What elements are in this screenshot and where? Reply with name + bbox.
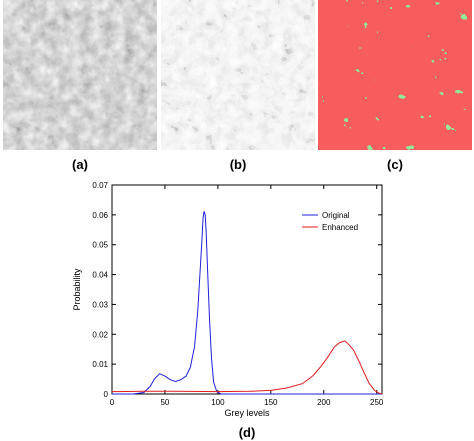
y-tick-label: 0.01 bbox=[92, 360, 108, 369]
y-axis-ticks: 0 0.01 0.02 0.03 0.04 0.05 0.06 0.07 bbox=[92, 181, 382, 399]
y-tick-label: 0.02 bbox=[92, 330, 108, 339]
panel-label-d: (d) bbox=[239, 425, 256, 440]
segmented-phase-map-image bbox=[318, 0, 472, 150]
micrograph-original-image bbox=[3, 0, 157, 150]
y-tick-label: 0 bbox=[104, 390, 109, 399]
series-line-enhanced bbox=[111, 340, 383, 395]
x-axis-ticks: 0 50 100 150 200 250 bbox=[110, 185, 384, 407]
legend: Original Enhanced bbox=[300, 206, 378, 236]
series-line-original bbox=[112, 211, 382, 395]
x-tick-label: 150 bbox=[264, 398, 278, 407]
x-tick-label: 50 bbox=[160, 398, 169, 407]
x-tick-label: 250 bbox=[370, 398, 384, 407]
grey-level-histogram-chart: 0 50 100 150 200 250 0 0.01 0.02 0.03 0.04 0.05 0.0… bbox=[72, 181, 384, 440]
x-axis-label: Grey levels bbox=[224, 408, 270, 418]
micrograph-enhanced-image bbox=[161, 0, 315, 150]
x-tick-label: 0 bbox=[110, 398, 115, 407]
series-lines bbox=[111, 211, 383, 395]
y-tick-label: 0.06 bbox=[92, 211, 108, 220]
panel-label-b: (b) bbox=[229, 157, 247, 172]
panel-label-a: (a) bbox=[72, 157, 88, 172]
x-tick-label: 100 bbox=[211, 398, 225, 407]
legend-entry: Enhanced bbox=[322, 223, 358, 232]
y-axis-label: Probability bbox=[72, 268, 82, 311]
y-tick-label: 0.03 bbox=[92, 300, 108, 309]
y-tick-label: 0.04 bbox=[92, 271, 108, 280]
panel-label-c: (c) bbox=[387, 157, 403, 172]
y-tick-label: 0.05 bbox=[92, 241, 108, 250]
x-tick-label: 200 bbox=[317, 398, 331, 407]
legend-box bbox=[300, 206, 378, 236]
legend-entry: Original bbox=[322, 211, 350, 220]
y-tick-label: 0.07 bbox=[92, 181, 108, 190]
